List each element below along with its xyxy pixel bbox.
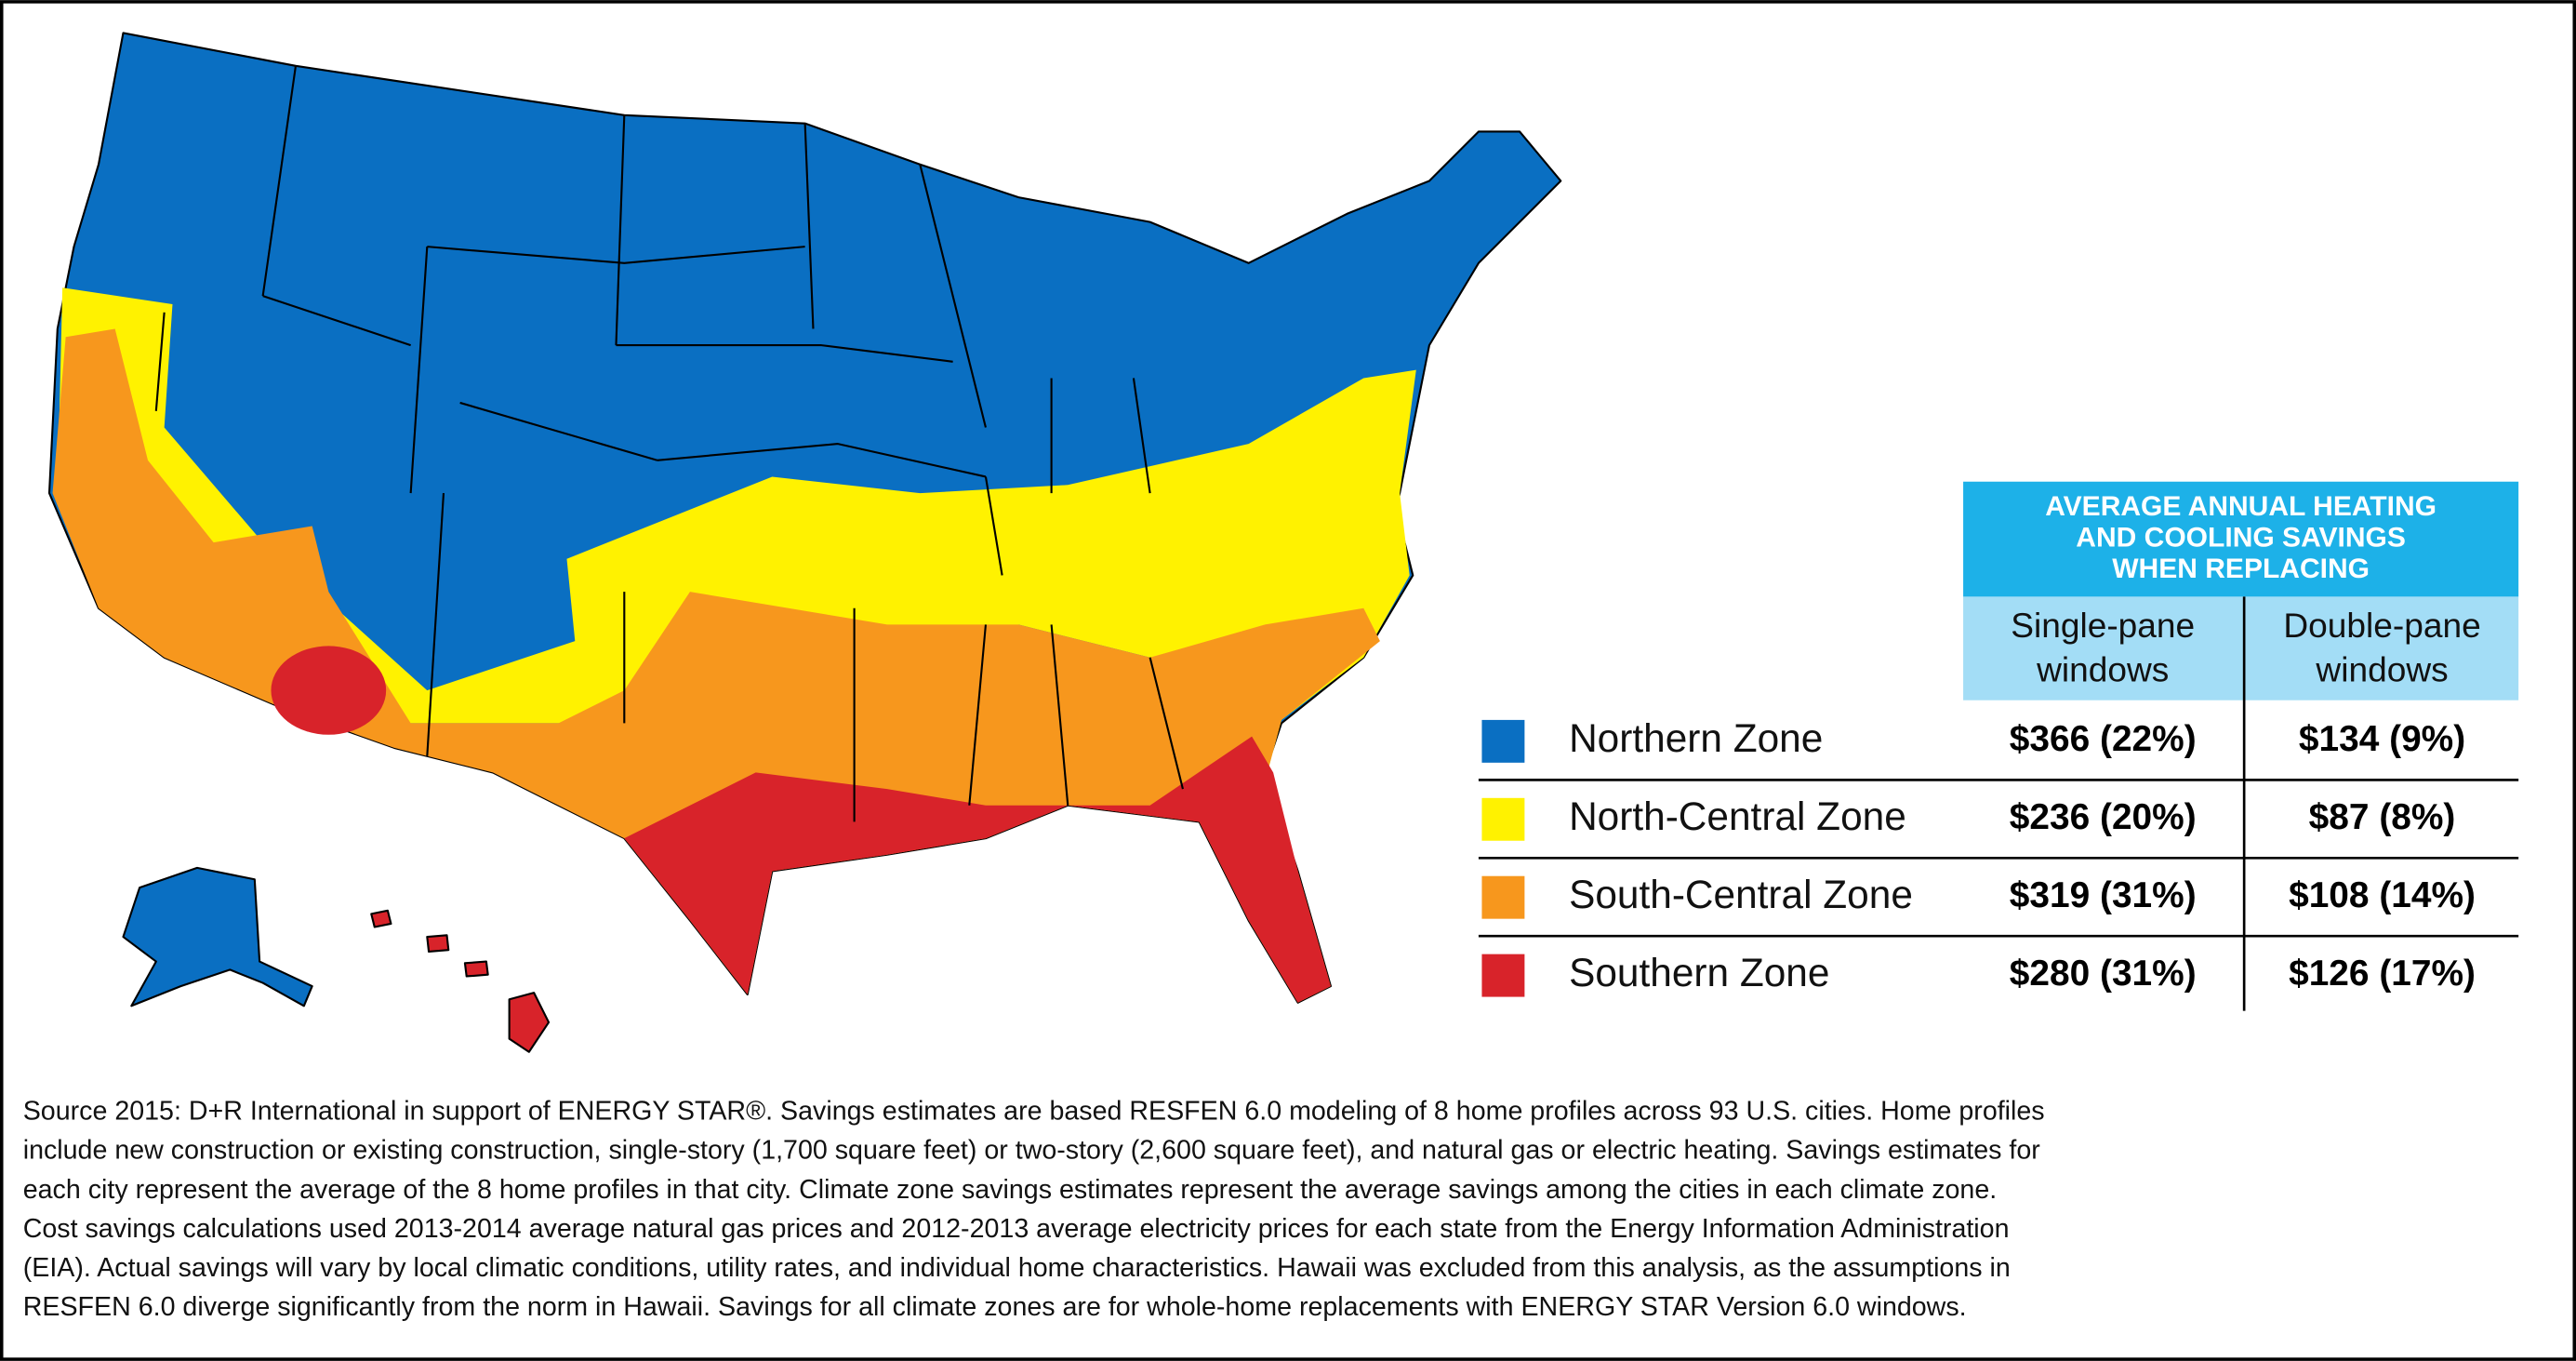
arizona-southern-area	[271, 646, 387, 735]
zone-name: Southern Zone	[1569, 951, 1829, 994]
southern-zone-area	[624, 736, 1331, 1003]
double-pane-savings: $108 (14%)	[2289, 875, 2476, 915]
double-pane-savings: $134 (9%)	[2299, 719, 2465, 759]
source-line: Cost savings calculations used 2013-2014…	[23, 1214, 2010, 1244]
zone-name: South-Central Zone	[1569, 873, 1913, 916]
single-pane-savings: $366 (22%)	[2010, 719, 2197, 759]
column-header: windows	[2036, 649, 2169, 688]
table-title: WHEN REPLACING	[2112, 554, 2370, 584]
source-note: Source 2015: D+R International in suppor…	[23, 1097, 2045, 1322]
legend-swatch	[1481, 719, 1525, 763]
north-central-zone-area	[57, 287, 1416, 769]
zone-name: North-Central Zone	[1569, 794, 1906, 838]
source-line: include new construction or existing con…	[23, 1136, 2041, 1166]
column-header-bg	[1963, 596, 2519, 701]
legend-swatch	[1481, 797, 1525, 841]
single-pane-savings: $236 (20%)	[2010, 797, 2197, 837]
hawaii-2	[426, 934, 450, 954]
source-line: Source 2015: D+R International in suppor…	[23, 1097, 2045, 1127]
table-title: AVERAGE ANNUAL HEATING	[2045, 491, 2437, 522]
column-header: Single-pane	[2011, 606, 2195, 645]
column-header: Double-pane	[2283, 606, 2480, 645]
single-pane-savings: $319 (31%)	[2010, 875, 2197, 915]
source-line: (EIA). Actual savings will vary by local…	[23, 1253, 2011, 1283]
hawaii-4	[508, 992, 551, 1053]
source-line: RESFEN 6.0 diverge significantly from th…	[23, 1292, 1967, 1322]
legend-swatch	[1481, 875, 1525, 919]
south-central-zone-area	[52, 328, 1380, 1003]
double-pane-savings: $126 (17%)	[2289, 954, 2476, 994]
column-header: windows	[2315, 649, 2448, 688]
us-map	[47, 32, 1562, 1053]
alaska	[122, 866, 313, 1007]
single-pane-savings: $280 (31%)	[2010, 954, 2197, 994]
double-pane-savings: $87 (8%)	[2309, 797, 2456, 837]
hawaii-1	[370, 909, 392, 928]
table-header-bg	[1963, 481, 2519, 597]
legend-swatch	[1481, 954, 1525, 997]
hawaii-3	[463, 960, 489, 978]
table-title: AND COOLING SAVINGS	[2076, 523, 2406, 554]
state-lines	[154, 65, 1184, 822]
zone-name: Northern Zone	[1569, 716, 1823, 760]
source-line: each city represent the average of the 8…	[23, 1175, 1997, 1205]
